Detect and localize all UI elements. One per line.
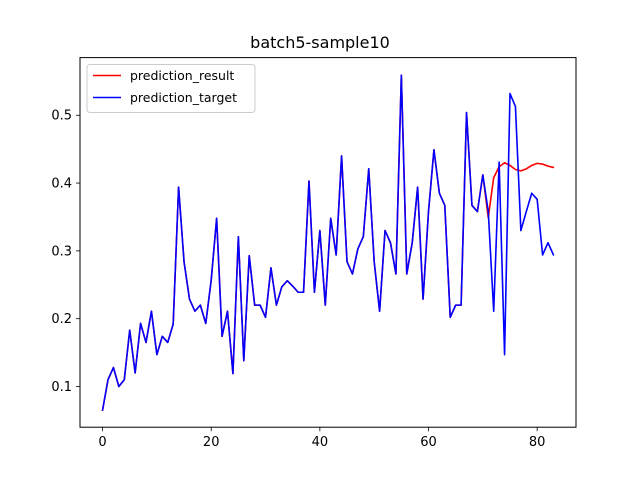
y-tick-label: 0.1 [51, 380, 72, 395]
x-axis: 0 20 40 60 80 [98, 427, 545, 450]
chart-title: batch5-sample10 [250, 33, 390, 52]
x-tick-label: 60 [420, 435, 437, 450]
legend-label-prediction-result: prediction_result [130, 68, 234, 83]
plot-area [101, 74, 555, 412]
y-tick-label: 0.2 [51, 312, 72, 327]
x-tick-label: 0 [98, 435, 106, 450]
y-tick-label: 0.4 [51, 177, 72, 192]
y-tick-label: 0.5 [51, 109, 72, 124]
x-tick-label: 20 [203, 435, 220, 450]
x-tick-label: 40 [312, 435, 329, 450]
legend-label-prediction-target: prediction_target [130, 90, 237, 105]
y-axis: 0.1 0.2 0.3 0.4 0.5 [51, 109, 80, 395]
y-tick-label: 0.3 [51, 244, 72, 259]
axes-frame [79, 57, 577, 428]
x-tick-label: 80 [529, 435, 546, 450]
series-line-prediction-target [101, 74, 555, 412]
legend-box [86, 64, 256, 113]
legend: prediction_result prediction_target [86, 64, 256, 113]
